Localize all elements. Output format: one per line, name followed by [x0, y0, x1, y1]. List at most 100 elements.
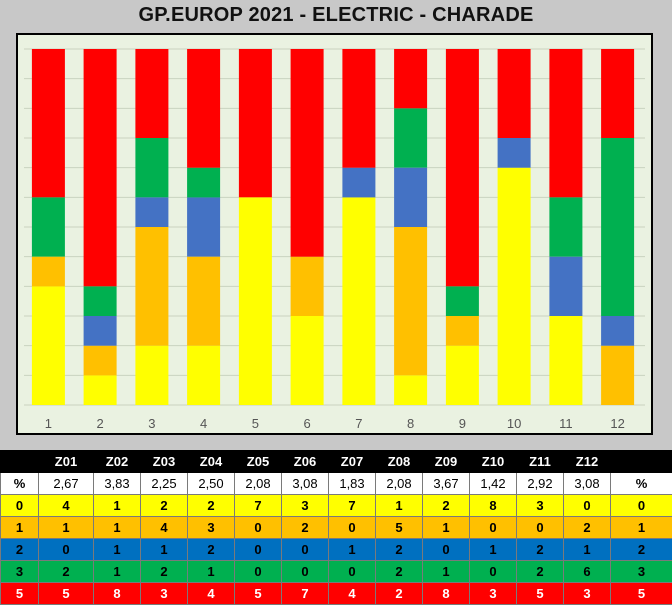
- table-cell: 3,83: [94, 473, 141, 495]
- table-cell: 0: [470, 517, 517, 539]
- bar-segment-3: [601, 138, 634, 316]
- bar-segment-5: [601, 49, 634, 138]
- bar-segment-5: [187, 49, 220, 168]
- table-cell: 2: [141, 495, 188, 517]
- table-cell: 5: [1, 583, 39, 605]
- column-header: Z10: [470, 451, 517, 473]
- table-cell: 3: [282, 495, 329, 517]
- table-cell: 0: [564, 495, 611, 517]
- table-cell: 4: [329, 583, 376, 605]
- bar-segment-0: [239, 197, 272, 405]
- bar-segment-0: [84, 375, 117, 405]
- column-header: Z01: [39, 451, 94, 473]
- bar-segment-0: [498, 168, 531, 405]
- column-header: Z09: [423, 451, 470, 473]
- bar-segment-0: [291, 316, 324, 405]
- table-cell: 0: [470, 561, 517, 583]
- table-cell: 2: [188, 539, 235, 561]
- column-header: Z03: [141, 451, 188, 473]
- table-cell: 2,08: [376, 473, 423, 495]
- table-cell: 5: [235, 583, 282, 605]
- table-cell: 8: [423, 583, 470, 605]
- bar-segment-2: [601, 316, 634, 346]
- bar-segment-3: [394, 108, 427, 167]
- bar-segment-2: [342, 168, 375, 198]
- table-cell: 3: [188, 517, 235, 539]
- table-cell: 1: [470, 539, 517, 561]
- bar-segment-2: [84, 316, 117, 346]
- bar-segment-5: [342, 49, 375, 168]
- bar-segment-0: [446, 346, 479, 405]
- column-header: Z04: [188, 451, 235, 473]
- table-cell: 0: [39, 539, 94, 561]
- table-cell: 2: [1, 539, 39, 561]
- bar-segment-1: [32, 257, 65, 287]
- table-cell: 5: [517, 583, 564, 605]
- x-tick-label: 6: [303, 416, 310, 431]
- bar-segment-3: [135, 138, 168, 197]
- table-cell: 2: [282, 517, 329, 539]
- x-tick-label: 4: [200, 416, 207, 431]
- bar-segment-2: [394, 168, 427, 227]
- table-cell: 1: [329, 539, 376, 561]
- table-cell: 3: [141, 583, 188, 605]
- bar-segment-5: [446, 49, 479, 286]
- table-cell: 1: [94, 539, 141, 561]
- table-cell: 0: [235, 517, 282, 539]
- table-cell: 7: [235, 495, 282, 517]
- chart-title: GP.EUROP 2021 - ELECTRIC - CHARADE: [0, 4, 672, 27]
- table-cell: 1: [94, 561, 141, 583]
- bar-segment-5: [135, 49, 168, 138]
- table-cell: 2,50: [188, 473, 235, 495]
- table-cell: 3: [611, 561, 672, 583]
- bar-segment-1: [394, 227, 427, 375]
- x-tick-label: 5: [252, 416, 259, 431]
- table-cell: 1: [39, 517, 94, 539]
- bar-segment-1: [187, 257, 220, 346]
- table-cell: 0: [1, 495, 39, 517]
- bar-segment-0: [342, 197, 375, 405]
- table-cell: 2,67: [39, 473, 94, 495]
- table-cell: 2: [188, 495, 235, 517]
- table-cell: 3: [1, 561, 39, 583]
- column-header: Z07: [329, 451, 376, 473]
- bar-segment-5: [498, 49, 531, 138]
- bar-segment-0: [135, 346, 168, 405]
- table-cell: 1: [94, 517, 141, 539]
- x-tick-label: 9: [459, 416, 466, 431]
- table-cell: 6: [564, 561, 611, 583]
- table-cell: 4: [141, 517, 188, 539]
- x-tick-label: 11: [559, 416, 573, 431]
- table-cell: 2: [564, 517, 611, 539]
- table-cell: 1: [423, 517, 470, 539]
- x-tick-label: 3: [148, 416, 155, 431]
- table-cell: 2: [376, 539, 423, 561]
- bar-segment-2: [135, 197, 168, 227]
- table-cell: 2,92: [517, 473, 564, 495]
- table-cell: 5: [611, 583, 672, 605]
- bar-segment-5: [291, 49, 324, 257]
- column-header: Z06: [282, 451, 329, 473]
- table-cell: 2: [517, 539, 564, 561]
- table-cell: 3,08: [282, 473, 329, 495]
- column-header: Z05: [235, 451, 282, 473]
- table-cell: 0: [329, 517, 376, 539]
- table-cell: 1: [564, 539, 611, 561]
- bar-segment-2: [187, 197, 220, 256]
- table-cell: 0: [517, 517, 564, 539]
- table-cell: 0: [329, 561, 376, 583]
- table-cell: 1,83: [329, 473, 376, 495]
- table-cell: 5: [376, 517, 423, 539]
- bar-segment-0: [187, 346, 220, 405]
- bar-segment-3: [84, 286, 117, 316]
- table-cell: 3: [470, 583, 517, 605]
- table-cell: 1: [94, 495, 141, 517]
- table-cell: 3,67: [423, 473, 470, 495]
- table-cell: 3: [517, 495, 564, 517]
- bar-segment-5: [32, 49, 65, 197]
